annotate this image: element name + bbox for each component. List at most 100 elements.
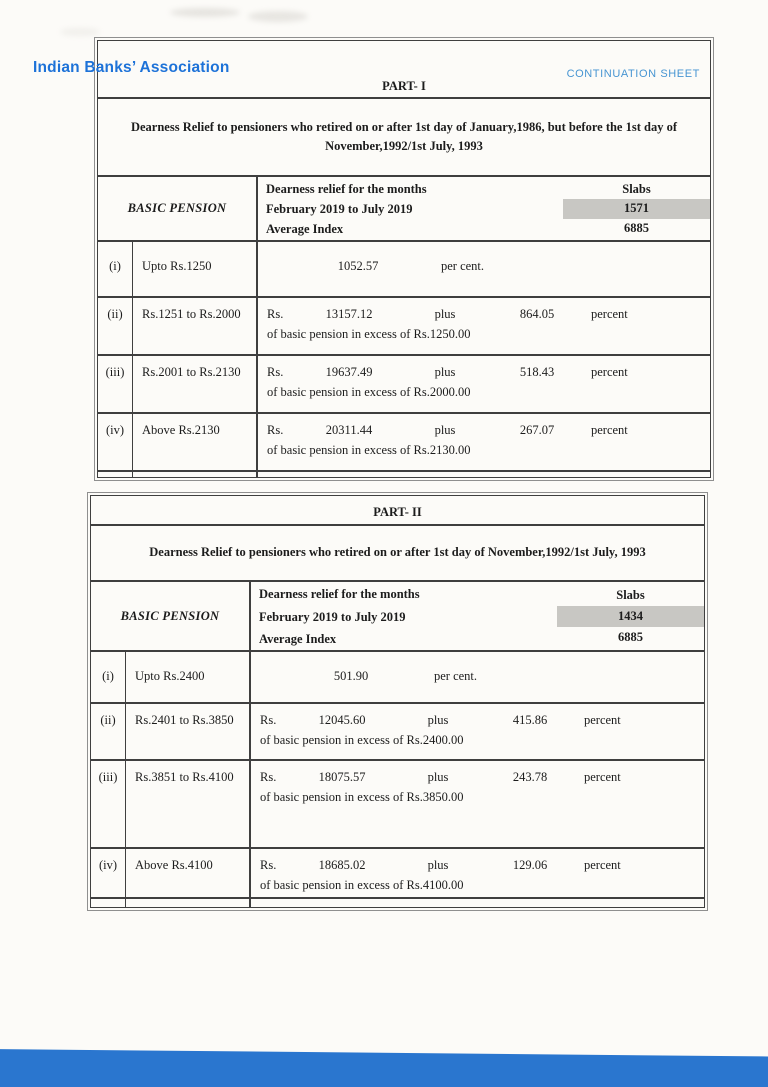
row-pension-range: Rs.1251 to Rs.2000 — [133, 298, 258, 354]
row-relief-content: Rs. 18685.02 plus 129.06 percent of basi… — [251, 849, 704, 897]
table-filler — [98, 472, 710, 477]
part2-description: Dearness Relief to pensioners who retire… — [91, 526, 704, 582]
table-row: (iv) Above Rs.2130 Rs. 20311.44 plus 267… — [98, 414, 710, 472]
relief-amount: 12045.60 — [318, 713, 366, 727]
excess-note: of basic pension in excess of Rs.3850.00 — [260, 790, 464, 804]
row-pension-range: Upto Rs.2400 — [126, 652, 251, 702]
rs-label: Rs. — [267, 365, 284, 379]
plus-label: plus — [434, 307, 456, 321]
percent-label: percent — [584, 713, 621, 727]
part2-header-right: Dearness relief for the months February … — [251, 582, 704, 650]
table-row: (iv) Above Rs.4100 Rs. 18685.02 plus 129… — [91, 849, 704, 899]
row-serial: (i) — [98, 242, 133, 296]
part1-table-header: BASIC PENSION Dearness relief for the mo… — [98, 177, 710, 242]
row-pension-range: Upto Rs.1250 — [133, 242, 258, 296]
part1-description: Dearness Relief to pensioners who retire… — [98, 99, 710, 177]
part1-relief-line2: February 2019 to July 2019 — [266, 202, 413, 216]
rs-label: Rs. — [267, 307, 284, 321]
row-serial: (iv) — [91, 849, 126, 897]
plus-label: plus — [427, 858, 449, 872]
part1-slabs-column: Slabs 1571 6885 — [563, 177, 710, 240]
scan-artifact — [170, 8, 240, 17]
table-filler — [91, 899, 704, 907]
rs-label: Rs. — [260, 858, 277, 872]
table-row: (i) Upto Rs.1250 1052.57 per cent. — [98, 242, 710, 298]
per-cent-label: per cent. — [434, 669, 478, 683]
plus-label: plus — [427, 770, 449, 784]
part1-relief-lines: Dearness relief for the months February … — [258, 177, 563, 240]
part2-relief-line3: Average Index — [259, 632, 337, 646]
part1-header-right: Dearness relief for the months February … — [258, 177, 710, 240]
part1-title: PART- I — [98, 41, 710, 99]
row-pension-range: Rs.3851 to Rs.4100 — [126, 761, 251, 847]
row-relief-content: 1052.57 per cent. — [258, 242, 710, 296]
part2-title: PART- II — [91, 496, 704, 526]
part2-slabs-label: Slabs — [616, 588, 645, 602]
part2-relief-line1: Dearness relief for the months — [259, 587, 420, 601]
relief-formula-line: Rs. 20311.44 plus 267.07 percent — [258, 423, 710, 438]
row-serial: (iii) — [91, 761, 126, 847]
relief-amount: 18075.57 — [318, 770, 366, 784]
row-relief-content: Rs. 19637.49 plus 518.43 percent of basi… — [258, 356, 710, 412]
plus-label: plus — [427, 713, 449, 727]
part2-basic-pension-header: BASIC PENSION — [91, 582, 251, 650]
percent-label: percent — [591, 423, 628, 437]
bottom-blue-bar — [0, 1049, 768, 1087]
relief-rate: 1052.57 — [337, 259, 379, 273]
rs-label: Rs. — [260, 770, 277, 784]
part2-table-header: BASIC PENSION Dearness relief for the mo… — [91, 582, 704, 652]
relief-amount: 13157.12 — [325, 307, 373, 321]
row-pension-range: Above Rs.2130 — [133, 414, 258, 470]
plus-label: plus — [434, 423, 456, 437]
relief-formula-line: Rs. 12045.60 plus 415.86 percent — [251, 713, 704, 728]
part1-basic-pension-header: BASIC PENSION — [98, 177, 258, 240]
part1-slabs-value: 1571 — [563, 199, 710, 219]
row-serial: (iii) — [98, 356, 133, 412]
table-row: (i) Upto Rs.2400 501.90 per cent. — [91, 652, 704, 704]
excess-note: of basic pension in excess of Rs.1250.00 — [267, 327, 471, 341]
rs-label: Rs. — [267, 423, 284, 437]
row-relief-content: Rs. 20311.44 plus 267.07 percent of basi… — [258, 414, 710, 470]
table-row: (iii) Rs.3851 to Rs.4100 Rs. 18075.57 pl… — [91, 761, 704, 849]
per-cent-label: per cent. — [441, 259, 485, 273]
percent-label: percent — [584, 858, 621, 872]
relief-percent-value: 518.43 — [519, 365, 555, 379]
continuation-sheet-label: CONTINUATION SHEET — [566, 68, 700, 80]
table-row: (iii) Rs.2001 to Rs.2130 Rs. 19637.49 pl… — [98, 356, 710, 414]
part2-average-index-value: 6885 — [618, 630, 643, 644]
letterhead-org-name: Indian Banks’ Association — [33, 59, 230, 76]
part1-slabs-label: Slabs — [622, 182, 651, 197]
relief-formula-line: Rs. 18075.57 plus 243.78 percent — [251, 770, 704, 785]
scan-artifact — [60, 28, 100, 36]
percent-label: percent — [584, 770, 621, 784]
relief-percent-value: 243.78 — [512, 770, 548, 784]
percent-label: percent — [591, 307, 628, 321]
row-serial: (ii) — [98, 298, 133, 354]
row-relief-content: Rs. 13157.12 plus 864.05 percent of basi… — [258, 298, 710, 354]
part1-relief-line3: Average Index — [266, 222, 344, 236]
table-row: (ii) Rs.1251 to Rs.2000 Rs. 13157.12 plu… — [98, 298, 710, 356]
relief-percent-value: 267.07 — [519, 423, 555, 437]
percent-label: percent — [591, 365, 628, 379]
part1-box: PART- I Dearness Relief to pensioners wh… — [97, 40, 711, 478]
excess-note: of basic pension in excess of Rs.2400.00 — [260, 733, 464, 747]
row-pension-range: Rs.2401 to Rs.3850 — [126, 704, 251, 759]
row-relief-content: Rs. 12045.60 plus 415.86 percent of basi… — [251, 704, 704, 759]
excess-note: of basic pension in excess of Rs.2000.00 — [267, 385, 471, 399]
rs-label: Rs. — [260, 713, 277, 727]
relief-percent-value: 864.05 — [519, 307, 555, 321]
part2-slabs-value: 1434 — [557, 606, 704, 627]
part1-relief-line1: Dearness relief for the months — [266, 182, 427, 196]
relief-rate: 501.90 — [333, 669, 369, 683]
part2-relief-lines: Dearness relief for the months February … — [251, 582, 557, 650]
relief-formula-line: Rs. 19637.49 plus 518.43 percent — [258, 365, 710, 380]
relief-formula-line: Rs. 13157.12 plus 864.05 percent — [258, 307, 710, 322]
row-serial: (i) — [91, 652, 126, 702]
part2-slabs-column: Slabs 1434 6885 — [557, 582, 704, 650]
row-pension-range: Rs.2001 to Rs.2130 — [133, 356, 258, 412]
row-pension-range: Above Rs.4100 — [126, 849, 251, 897]
part2-box: PART- II Dearness Relief to pensioners w… — [90, 495, 705, 908]
row-serial: (ii) — [91, 704, 126, 759]
row-serial: (iv) — [98, 414, 133, 470]
